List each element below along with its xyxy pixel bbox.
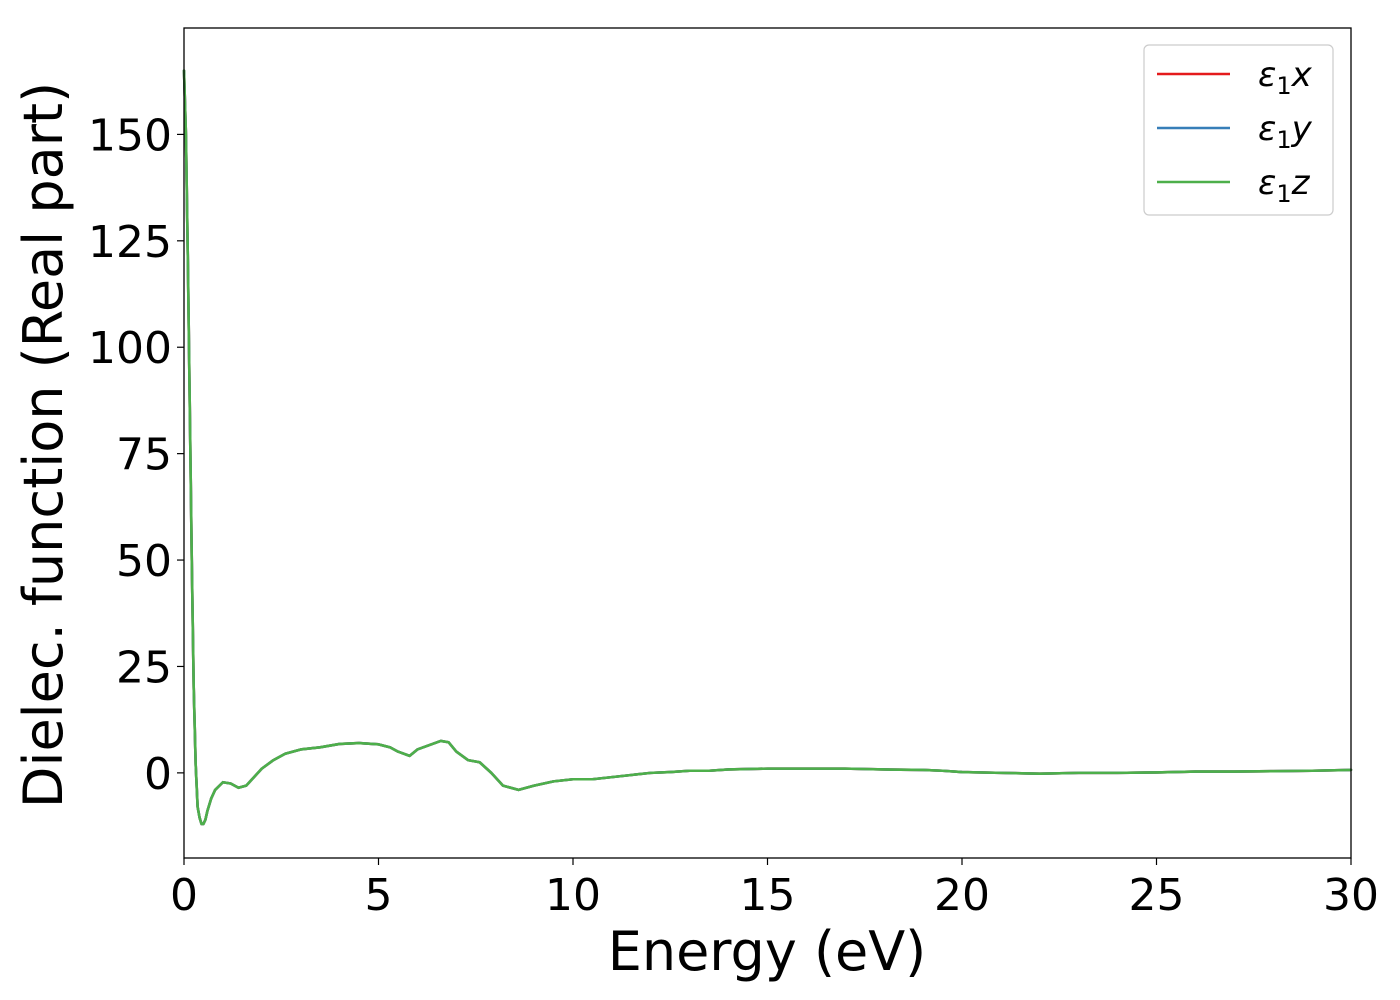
x-axis: 0 5 10 15 20 25 30: [170, 858, 1379, 921]
legend-label-y: ε1y: [1258, 109, 1313, 154]
x-tick-label: 25: [1129, 870, 1185, 921]
legend-label-x: ε1x: [1258, 55, 1313, 100]
x-tick-label: 20: [934, 870, 990, 921]
y-tick-label: 25: [116, 642, 172, 693]
y-tick-label: 75: [116, 430, 172, 481]
y-tick-label: 150: [88, 110, 172, 161]
x-tick-label: 30: [1323, 870, 1379, 921]
y-axis-label: Dielec. function (Real part): [12, 82, 75, 808]
series-line-z: [182, 69, 1353, 826]
y-tick-label: 0: [144, 749, 172, 800]
y-axis: 0 25 50 75 100 125 150: [88, 110, 184, 800]
y-tick-label: 100: [88, 323, 172, 374]
x-tick-label: 0: [170, 870, 198, 921]
legend: ε1x ε1y ε1z: [1143, 44, 1334, 216]
series-layer: [182, 69, 1353, 826]
x-tick-label: 10: [545, 870, 601, 921]
x-tick-label: 5: [365, 870, 393, 921]
x-axis-label: Energy (eV): [608, 920, 927, 983]
legend-box: [1143, 44, 1334, 216]
legend-label-z: ε1z: [1258, 163, 1311, 208]
y-tick-label: 50: [116, 536, 172, 587]
y-tick-label: 125: [88, 217, 172, 268]
x-tick-label: 15: [740, 870, 796, 921]
